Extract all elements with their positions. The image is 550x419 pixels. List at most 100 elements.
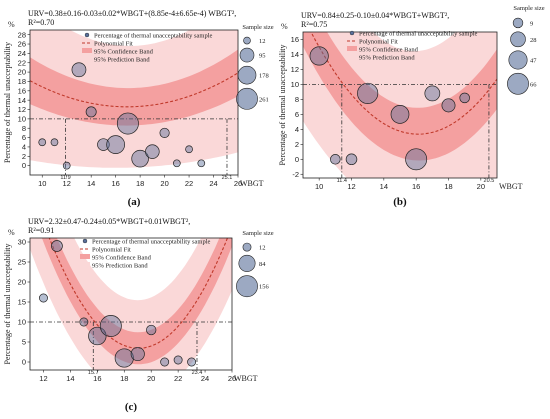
data-point-0: [309, 46, 329, 66]
data-point-9: [173, 355, 183, 365]
y-tick-label-6: 12: [18, 105, 26, 114]
size-legend-value-1: 95: [259, 53, 266, 60]
x-tick-label-8: 26: [234, 179, 242, 188]
data-point-1: [50, 138, 59, 147]
legend-pred-swatch: [82, 56, 92, 61]
threshold-x-label-0: 11.9: [60, 175, 70, 181]
data-point-5: [405, 148, 428, 171]
equation-line-1: URV=0.38±0.16-0.03±0.02*WBGT+(8.85e-4±6.…: [28, 9, 236, 18]
data-point-9: [145, 144, 160, 159]
y-tick-label-5: 10: [18, 114, 26, 123]
data-point-10: [187, 357, 197, 367]
legend-fit-label: Polynomial Fit: [92, 247, 131, 254]
x-tick-label-5: 22: [174, 374, 182, 383]
size-legend-circle-1: [239, 47, 255, 63]
legend-conf-swatch: [347, 46, 357, 51]
data-point-7: [441, 98, 456, 113]
y-tick-label-9: 16: [291, 35, 299, 44]
y-axis-label: Percentage of thermal unacceptability: [278, 44, 287, 165]
size-legend-title: Sample size: [242, 230, 273, 237]
data-point-10: [159, 127, 170, 138]
size-legend-circle-0: [512, 17, 524, 29]
y-tick-label-13: 26: [18, 40, 26, 49]
data-point-5: [114, 348, 134, 368]
data-point-5: [97, 138, 110, 151]
legend-sample-label: Percentage of thermal unacceptability sa…: [94, 33, 213, 40]
y-tick-label-3: 4: [295, 125, 299, 134]
y-tick-label-7: 12: [291, 65, 299, 74]
legend-sample-label: Percentage of thermal unacceptability sa…: [92, 239, 211, 246]
y-tick-label-0: -2: [292, 170, 299, 179]
size-legend-value-1: 84: [259, 261, 266, 268]
legend-fit-label: Polynomial Fit: [94, 41, 133, 48]
x-tick-label-4: 18: [136, 179, 144, 188]
legend-conf-label: 95% Confidence Band: [92, 255, 152, 262]
x-tick-label-0: 12: [39, 374, 47, 383]
x-tick-label-5: 20: [160, 179, 168, 188]
threshold-x-label-1: 20.5: [484, 178, 495, 184]
y-tick-label-5: 25: [18, 258, 26, 267]
chart-a-svg: 11.9 25.110 12 14 16 18 20 22 24 2602468101214161…: [3, 9, 274, 208]
size-legend-circle-3: [236, 87, 258, 110]
data-point-7: [146, 324, 157, 336]
data-point-3: [357, 82, 379, 104]
data-point-3: [71, 62, 87, 78]
x-tick-label-3: 18: [120, 374, 128, 383]
y-tick-label-7: 14: [18, 96, 26, 105]
chart-panel-a: 11.9 25.1 10 12 14 16 18 20 22 24 26 0 2 4 6 8 10 12 14 16 1…: [0, 0, 275, 210]
data-point-13: [197, 159, 206, 168]
y-tick-label-4: 6: [295, 110, 299, 119]
y-tick-label-3: 6: [22, 133, 26, 142]
y-axis-label: Percentage of thermal unacceptability: [3, 243, 12, 364]
chart-panel-c: 15.7 23.4 12 14 16 18 20 22 24 26 0 5 10 15 20 25 30 WBGT…: [0, 210, 275, 419]
y-tick-label-1: 5: [22, 338, 26, 347]
equation-line-2: R²=0.70: [28, 18, 54, 27]
legend-pred-swatch: [80, 262, 90, 267]
threshold-x-label-0: 11.4: [337, 178, 347, 184]
confidence-band: [303, 32, 497, 161]
legend-conf-label: 95% Confidence Band: [359, 47, 419, 54]
x-tick-label-1: 14: [66, 374, 74, 383]
x-tick-label-1: 12: [347, 182, 355, 191]
y-tick-label-10: 20: [18, 68, 26, 77]
legend-conf-label: 95% Confidence Band: [94, 49, 154, 56]
legend-sample-swatch: [82, 238, 88, 244]
x-tick-label-0: 10: [38, 179, 46, 188]
data-point-8: [459, 92, 470, 104]
chart-panel-b: 11.4 20.5 10 12 14 16 18 20 -2 0 2 4 6 8 10 12 14 16 WBGT%…: [275, 0, 550, 210]
legend-pred-label: 95% Prediction Band: [92, 263, 148, 270]
data-point-8: [131, 149, 149, 168]
size-legend-value-0: 9: [530, 20, 533, 27]
y-tick-label-14: 28: [18, 30, 26, 39]
data-point-4: [85, 106, 97, 118]
panel-label: (b): [393, 196, 407, 208]
x-axis-label: WBGT: [240, 179, 264, 188]
x-tick-label-4: 20: [147, 374, 155, 383]
size-legend-circle-2: [237, 65, 257, 85]
legend-pred-label: 95% Prediction Band: [94, 57, 150, 64]
size-legend-circle-0: [243, 36, 251, 45]
size-legend-value-2: 47: [530, 57, 537, 64]
legend-fit-label: Polynomial Fit: [359, 39, 398, 46]
size-legend-value-2: 178: [259, 73, 269, 80]
legend-sample-label: Percentage of thermal unacceptability sa…: [359, 31, 478, 38]
data-point-4: [99, 315, 122, 337]
data-point-8: [160, 357, 170, 367]
data-point-6: [424, 85, 441, 102]
x-tick-label-4: 18: [444, 182, 452, 191]
y-tick-label-2: 10: [18, 318, 26, 327]
data-point-7: [116, 112, 139, 135]
chart-c-svg: 15.7 23.4 12 14 16 18 20 22 24 26 0 5 10 15 20 25 30 WBGT…: [3, 217, 274, 413]
y-axis-unit: %: [8, 20, 15, 29]
x-tick-label-7: 26: [228, 374, 236, 383]
y-tick-label-12: 24: [18, 49, 26, 58]
x-tick-label-3: 16: [412, 182, 420, 191]
size-legend-circle-2: [236, 275, 258, 298]
x-tick-label-7: 24: [209, 179, 217, 188]
data-point-2: [62, 161, 71, 170]
y-axis-unit: %: [8, 228, 15, 237]
size-legend-value-3: 261: [259, 96, 269, 103]
data-point-1: [330, 154, 341, 165]
size-legend-circle-3: [507, 72, 529, 95]
data-point-2: [79, 317, 89, 327]
